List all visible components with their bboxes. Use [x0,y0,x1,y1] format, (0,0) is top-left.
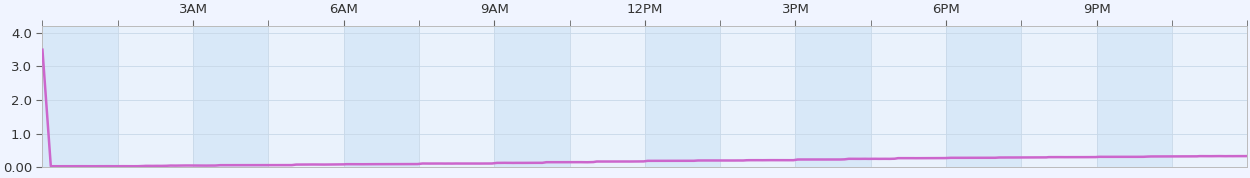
Bar [1096,26,1172,167]
Bar [344,26,419,167]
Bar [1021,26,1096,167]
Bar [795,26,871,167]
Bar [1172,26,1248,167]
Bar [118,26,192,167]
Bar [946,26,1021,167]
Bar [269,26,344,167]
Bar [720,26,795,167]
Bar [192,26,269,167]
Bar [570,26,645,167]
Bar [42,26,118,167]
Bar [494,26,570,167]
Bar [419,26,494,167]
Bar [645,26,720,167]
Bar [871,26,946,167]
